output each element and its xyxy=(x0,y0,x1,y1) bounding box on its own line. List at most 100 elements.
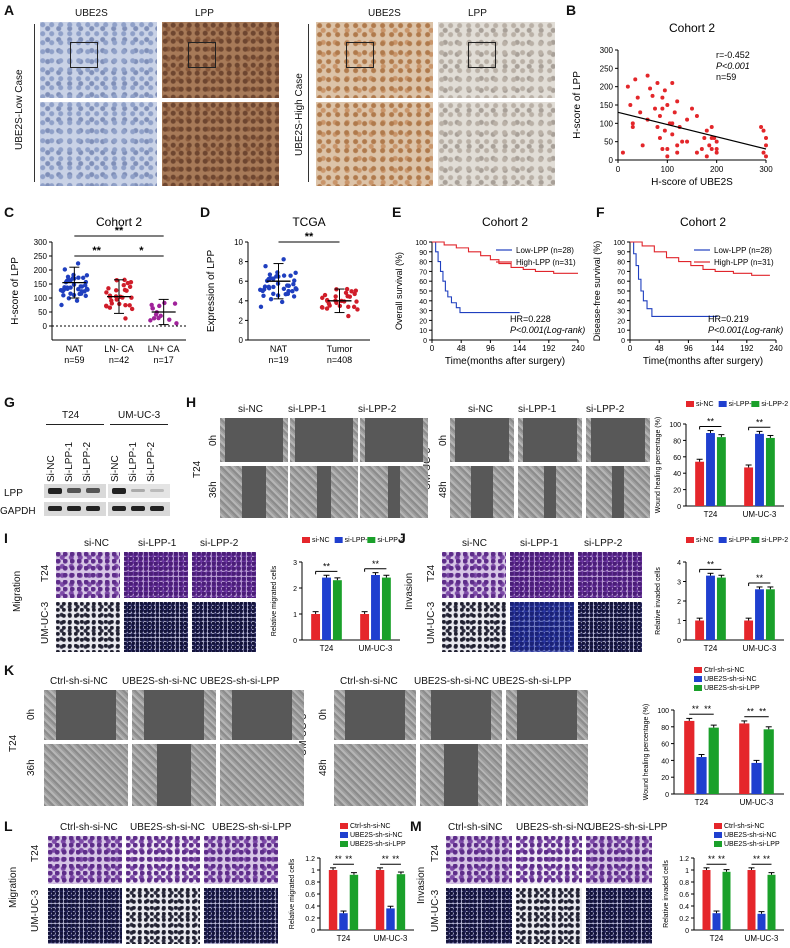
data-point xyxy=(334,300,339,306)
legend-label: si-LPP-1 xyxy=(729,537,756,544)
category-label: Tumor xyxy=(327,344,353,354)
legend-swatch xyxy=(694,667,702,673)
y-tick-label: 2 xyxy=(677,599,681,606)
data-point xyxy=(761,150,766,155)
data-point xyxy=(351,304,357,310)
data-point xyxy=(106,286,111,291)
data-point xyxy=(620,150,625,155)
series-line xyxy=(432,241,520,314)
data-point xyxy=(266,284,272,290)
legend-label: High-LPP (n=31) xyxy=(516,258,576,267)
bar xyxy=(755,433,764,506)
data-point xyxy=(653,106,657,111)
data-point xyxy=(61,293,66,298)
panel-label-d: D xyxy=(200,204,211,220)
data-point xyxy=(268,296,274,302)
h-umuc3-wound-image xyxy=(450,466,514,518)
y-tick-label: 70 xyxy=(419,269,427,276)
y-tick-label: 4 xyxy=(239,297,244,306)
y-tick-label: 60 xyxy=(419,279,427,286)
legend-swatch xyxy=(694,676,702,682)
trend-line xyxy=(617,111,767,150)
bar xyxy=(744,467,754,506)
data-point xyxy=(349,289,354,294)
x-tick-label: 240 xyxy=(571,344,585,353)
i-img-um-3 xyxy=(192,602,256,652)
x-tick-label: 0 xyxy=(616,165,621,174)
data-point xyxy=(174,321,179,326)
legend-label: si-LPP-2 xyxy=(761,537,788,544)
data-point xyxy=(354,299,359,304)
data-point xyxy=(694,114,699,118)
a-row-label-low: UBE2S-Low Case xyxy=(14,69,25,150)
data-point xyxy=(704,128,709,133)
bar xyxy=(360,614,370,640)
data-point xyxy=(281,286,287,292)
legend-swatch xyxy=(340,841,348,847)
data-point xyxy=(263,263,268,269)
data-point xyxy=(281,273,287,278)
y-tick-label: 0.6 xyxy=(305,892,315,899)
y-tick-label: 90 xyxy=(617,250,625,257)
legend-label: si-LPP-1 xyxy=(729,401,756,408)
j-cell-t24: T24 xyxy=(426,564,437,582)
sig-label: ** xyxy=(305,231,314,243)
data-point xyxy=(650,93,655,98)
x-axis-label: Time(months after surgery) xyxy=(643,356,763,367)
g-lane-5: Si-LPP-1 xyxy=(128,441,139,482)
data-point xyxy=(714,139,719,144)
y-tick-label: 0.4 xyxy=(679,904,689,911)
sig-label: ** xyxy=(759,707,767,717)
k-time-0h-um: 0h xyxy=(318,708,329,720)
data-point xyxy=(685,117,690,122)
x-tick-label: 96 xyxy=(486,344,495,353)
data-point xyxy=(122,277,127,283)
data-point xyxy=(680,139,685,144)
y-tick-label: 80 xyxy=(617,260,625,267)
data-point xyxy=(635,95,640,100)
h-t24-wound-image xyxy=(360,466,428,518)
data-point xyxy=(291,294,297,299)
data-point xyxy=(714,150,719,155)
y-tick-label: 90 xyxy=(419,250,427,257)
data-point xyxy=(107,305,113,310)
data-point xyxy=(78,284,83,289)
data-point xyxy=(123,302,128,308)
k-time-48h: 48h xyxy=(318,759,329,776)
y-tick-label: 0 xyxy=(677,638,681,645)
chart-title: TCGA xyxy=(292,215,325,229)
legend-label: Ctrl-sh-si-NC xyxy=(724,823,764,830)
category-label: UM-UC-3 xyxy=(374,934,408,943)
g-cell-umuc3: UM-UC-3 xyxy=(118,410,161,421)
x-axis-label: Time(months after surgery) xyxy=(445,356,565,367)
y-axis-label: H-score of LPP xyxy=(10,257,21,325)
data-point xyxy=(60,288,65,294)
m-img-t24-2 xyxy=(516,836,582,884)
category-label: T24 xyxy=(704,510,718,519)
legend-swatch xyxy=(714,841,722,847)
j-side-label: Invasion xyxy=(404,572,415,610)
sig-label: ** xyxy=(392,854,400,864)
category-label: T24 xyxy=(695,798,709,807)
y-tick-label: 40 xyxy=(661,758,669,765)
sig-label: ** xyxy=(756,417,764,427)
data-point xyxy=(761,128,766,133)
m-col-2: UBE2S-sh-si-NC xyxy=(516,822,592,833)
y-tick-label: 0.6 xyxy=(679,892,689,899)
m-img-t24-1 xyxy=(446,836,512,884)
y-tick-label: 80 xyxy=(419,260,427,267)
data-point xyxy=(702,136,707,140)
i-col-1: si-NC xyxy=(84,538,109,549)
k-col-6: UBE2S-sh-si-LPP xyxy=(492,676,572,687)
bar xyxy=(739,723,750,794)
data-point xyxy=(80,275,86,281)
bar-chart-m: 0 0.2 0.4 0.6 0.8 1 1.2 Relative invaded cells C… xyxy=(663,823,784,943)
y-tick-label: 1.2 xyxy=(679,856,689,863)
data-point xyxy=(68,291,73,296)
h-umuc3-wound-image xyxy=(450,418,514,462)
panel-label-j: J xyxy=(398,530,406,546)
g-lane-3: Si-LPP-2 xyxy=(82,441,93,482)
data-point xyxy=(322,292,328,298)
chart-title: Cohort 2 xyxy=(482,215,528,229)
data-point xyxy=(344,286,350,292)
